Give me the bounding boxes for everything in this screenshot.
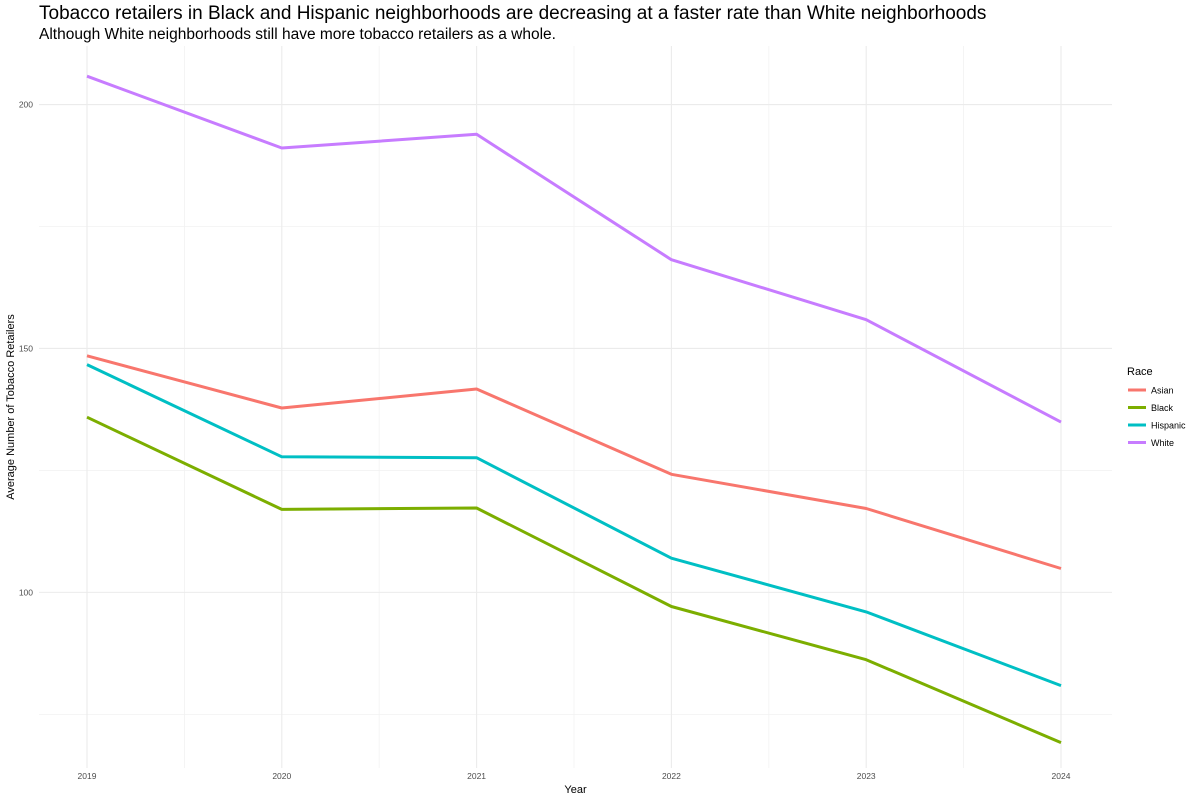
series-line-black [86,415,1062,744]
x-tick-label: 2019 [78,771,97,781]
legend-label-asian: Asian [1151,386,1174,396]
x-axis-title: Year [564,784,587,796]
y-tick-label: 100 [19,587,33,597]
legend-label-white: White [1151,438,1174,448]
series-line-white [86,74,1062,424]
legend-label-hispanic: Hispanic [1151,421,1186,431]
y-tick-label: 150 [19,343,33,353]
y-axis-title: Average Number of Tobacco Retailers [5,314,17,500]
chart-title: Tobacco retailers in Black and Hispanic … [39,3,987,24]
chart-subtitle: Although White neighborhoods still have … [39,26,556,43]
axis-layer: 100 150 200 2019 2020 2021 2022 2023 2024 Year Ave… [5,100,1071,796]
x-tick-label: 2023 [857,771,876,781]
grid-layer [39,46,1112,768]
x-tick-label: 2022 [662,771,681,781]
x-tick-label: 2020 [272,771,291,781]
series-line-hispanic [86,363,1062,688]
series-line-asian [86,354,1062,570]
legend-label-black: Black [1151,403,1174,413]
legend: Race Asian Black Hispanic White [1127,366,1186,448]
legend-title: Race [1127,366,1153,378]
y-tick-label: 200 [19,100,33,110]
x-tick-label: 2021 [467,771,486,781]
series-layer [86,74,1062,744]
x-tick-label: 2024 [1052,771,1071,781]
